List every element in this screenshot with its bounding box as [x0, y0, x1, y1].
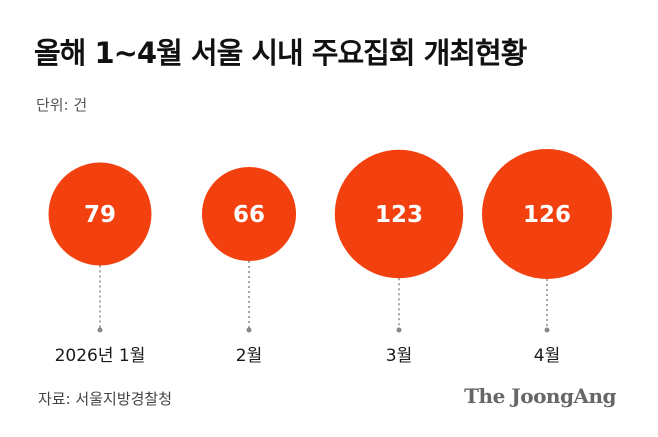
category-label: 4월 [534, 346, 560, 366]
brand-logo: The JoongAng [464, 384, 616, 408]
connector-dot [396, 327, 402, 333]
source-note: 자료: 서울지방경찰청 [38, 390, 173, 408]
chart-title: 올해 1~4월 서울 시내 주요집회 개최현황 [34, 36, 527, 70]
bubble-value-label: 66 [233, 202, 265, 228]
category-label: 2026년 1월 [55, 346, 146, 366]
category-label: 3월 [386, 346, 412, 366]
category-label: 2월 [236, 346, 262, 366]
bubble-value-label: 126 [523, 202, 571, 228]
bubble [48, 162, 152, 266]
bubble [334, 149, 464, 279]
connector-dot [97, 327, 103, 333]
bubble-value-label: 79 [84, 202, 116, 228]
unit-label: 단위: 건 [36, 96, 88, 114]
bubble [482, 149, 612, 279]
connector-dot [246, 327, 252, 333]
bubble [201, 166, 297, 262]
bubble-value-label: 123 [375, 202, 423, 228]
connector-dot [544, 327, 550, 333]
